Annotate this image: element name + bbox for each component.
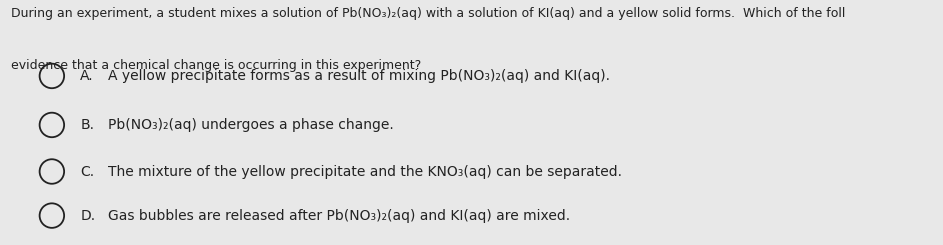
- Text: evidence that a chemical change is occurring in this experiment?: evidence that a chemical change is occur…: [11, 59, 422, 72]
- Text: The mixture of the yellow precipitate and the KNO₃(aq) can be separated.: The mixture of the yellow precipitate an…: [108, 164, 622, 179]
- Text: A.: A.: [80, 69, 93, 83]
- Text: Pb(NO₃)₂(aq) undergoes a phase change.: Pb(NO₃)₂(aq) undergoes a phase change.: [108, 118, 394, 132]
- Text: A yellow precipitate forms as a result of mixing Pb(NO₃)₂(aq) and KI(aq).: A yellow precipitate forms as a result o…: [108, 69, 610, 83]
- Text: During an experiment, a student mixes a solution of Pb(NO₃)₂(aq) with a solution: During an experiment, a student mixes a …: [11, 7, 846, 20]
- Text: B.: B.: [80, 118, 94, 132]
- Text: D.: D.: [80, 208, 95, 223]
- Text: Gas bubbles are released after Pb(NO₃)₂(aq) and KI(aq) are mixed.: Gas bubbles are released after Pb(NO₃)₂(…: [108, 208, 571, 223]
- Text: C.: C.: [80, 164, 94, 179]
